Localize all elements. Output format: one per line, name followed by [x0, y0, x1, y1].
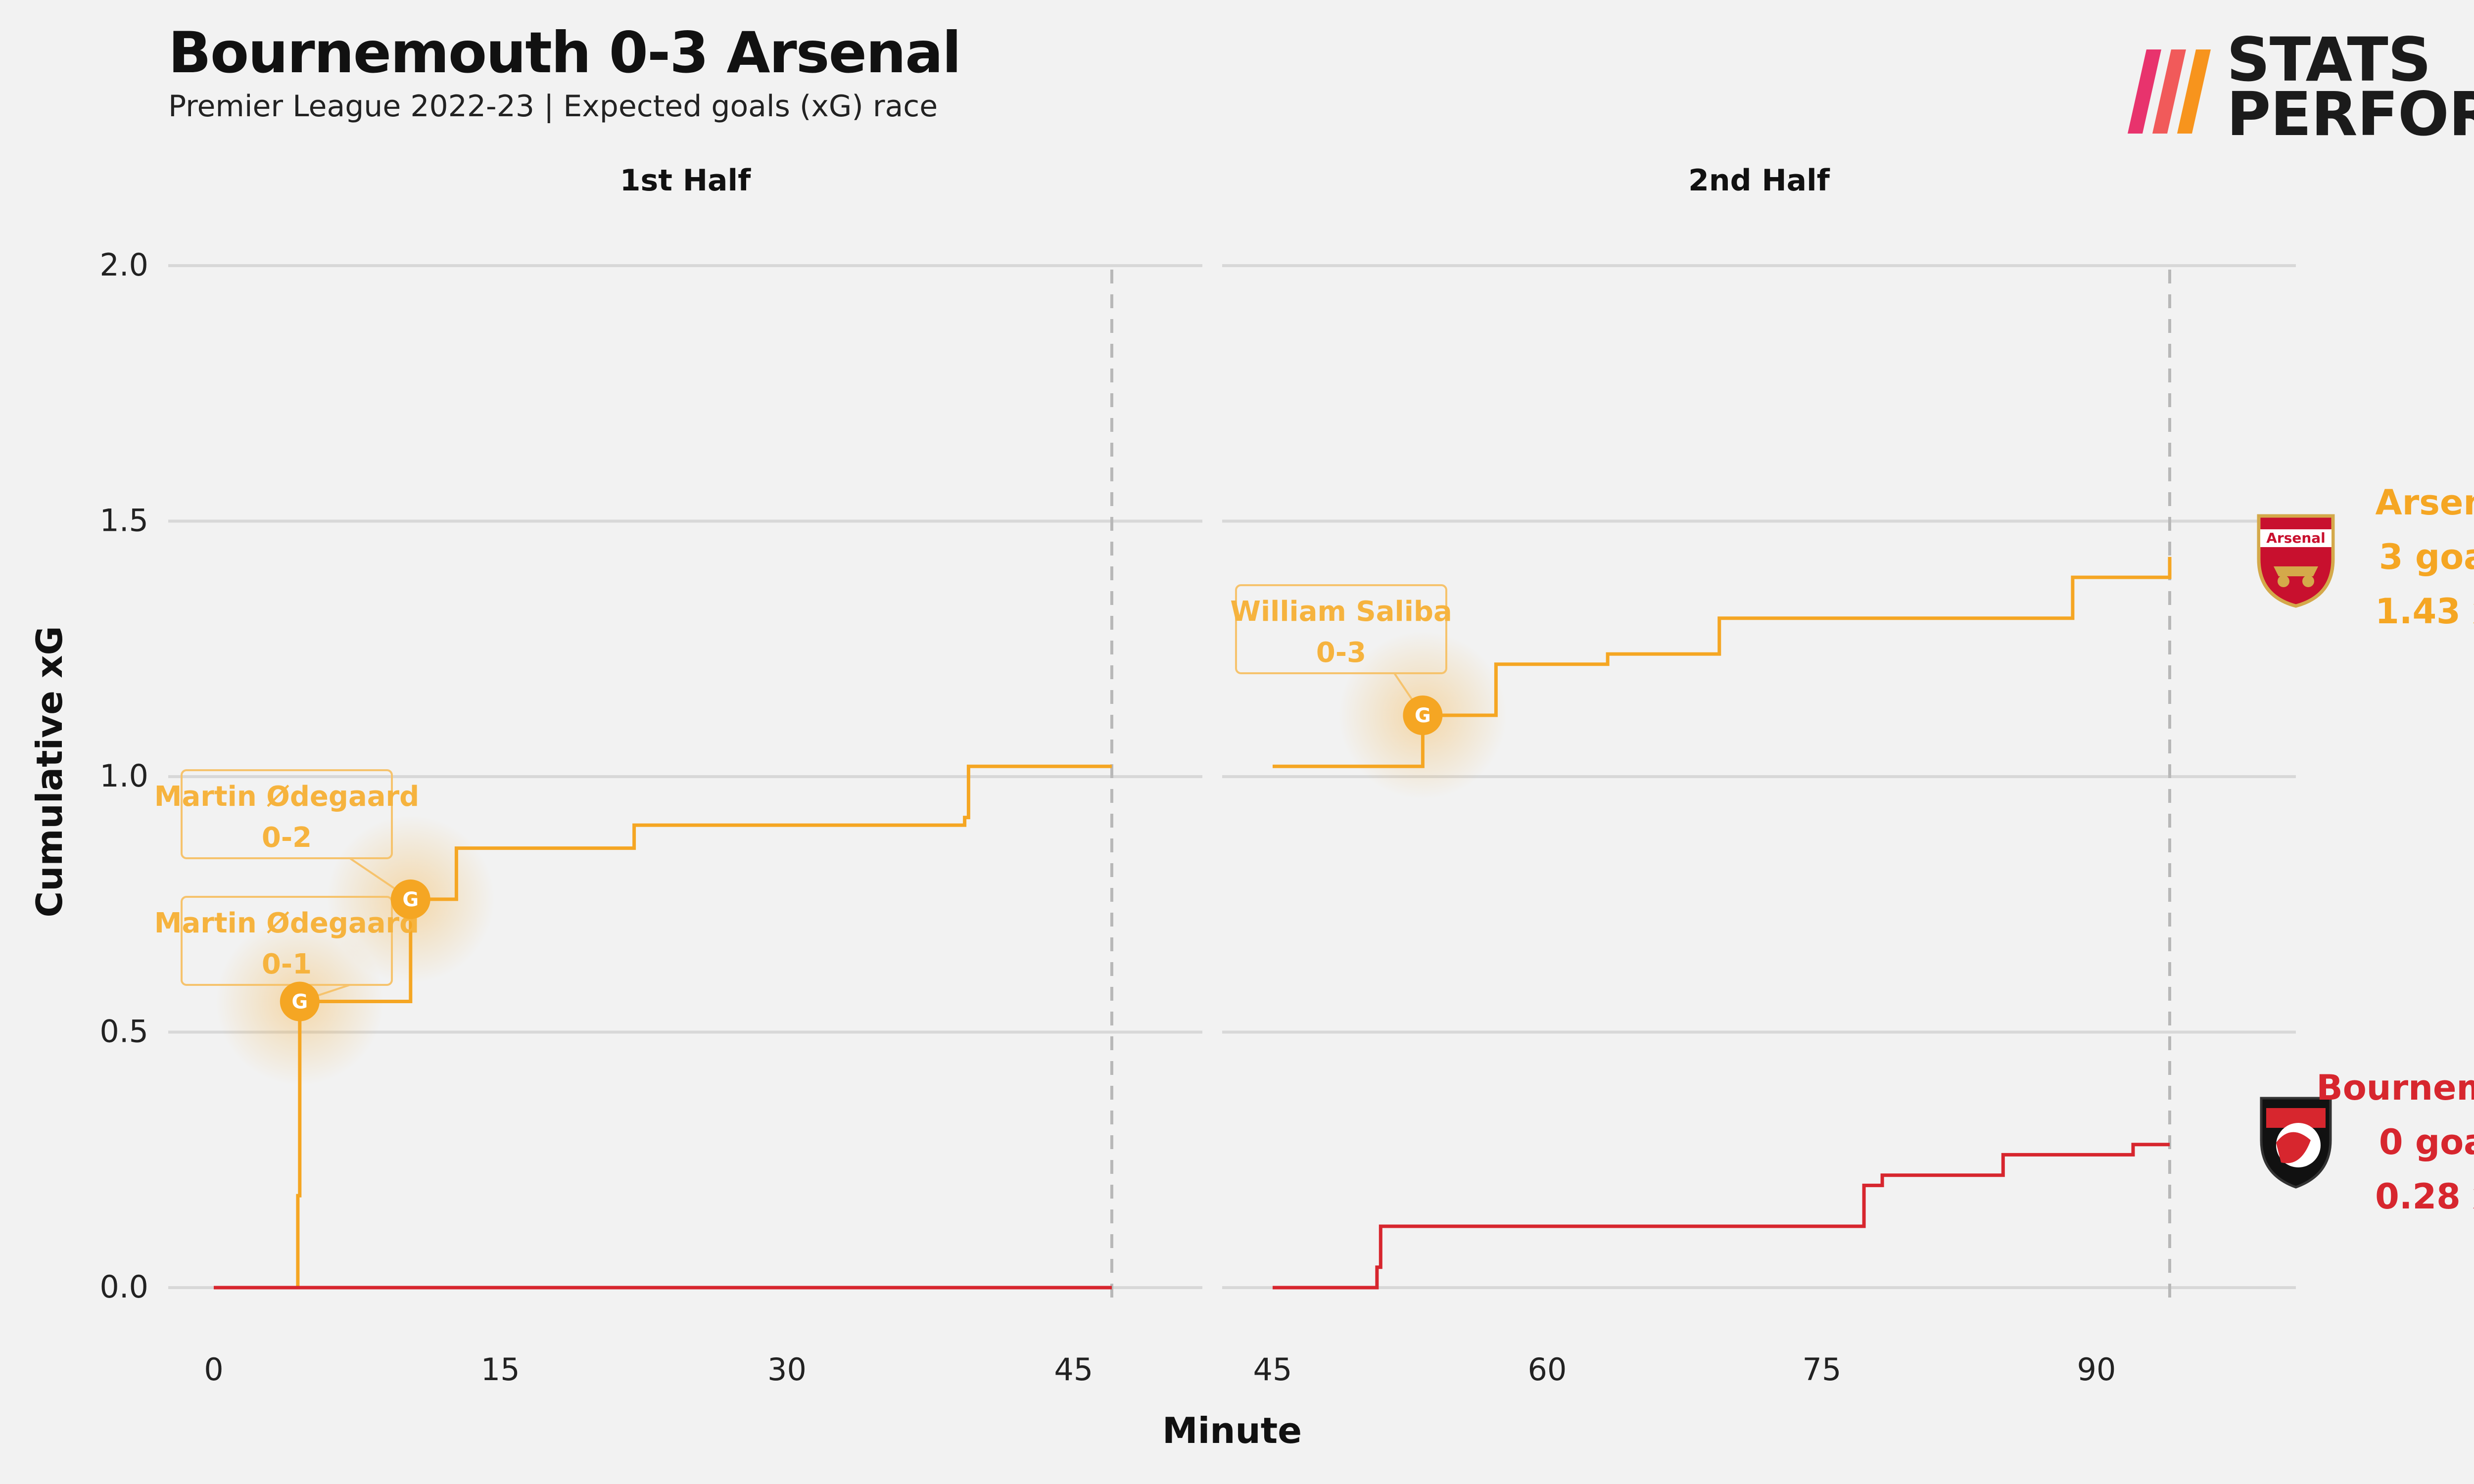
goal-marker-label: G [402, 888, 419, 911]
x-tick-label: 60 [1528, 1351, 1567, 1388]
brand-line-1: STATS [2227, 25, 2431, 95]
callout-scorer: William Saliba [1230, 596, 1452, 628]
x-tick-label: 45 [1253, 1351, 1292, 1388]
goal-marker [280, 981, 320, 1021]
end-label-xg: 1.43 xG [2375, 591, 2474, 632]
x-tick-label: 75 [1803, 1351, 1842, 1388]
brand-line-2: PERFORM [2227, 79, 2474, 149]
callout-score: 0-1 [262, 948, 312, 980]
stats-perform-logo: STATS PERFORM [2118, 25, 2474, 149]
page-title: Bournemouth 0-3 Arsenal [168, 20, 961, 86]
goal-marker-label: G [1415, 704, 1431, 727]
callout-box [181, 896, 393, 986]
arsenal-crest-banner [2260, 529, 2331, 547]
callout-scorer: Martin Ødegaard [154, 781, 420, 813]
y-tick-label: 1.5 [99, 503, 148, 539]
goal-marker [390, 879, 430, 919]
bournemouth-crest-figure [2276, 1132, 2311, 1163]
goal-marker-label: G [291, 991, 308, 1014]
callout-score: 0-3 [1316, 637, 1366, 669]
panel-title-second-half: 2nd Half [1688, 163, 1830, 198]
bournemouth-crest-icon [2260, 1097, 2332, 1189]
page-subtitle: Premier League 2022-23 | Expected goals … [168, 89, 938, 124]
y-tick-label: 0.0 [99, 1269, 148, 1305]
y-tick-label: 1.0 [99, 758, 148, 794]
end-label-xg: 0.28 xG [2375, 1176, 2474, 1217]
series-line-bournemouth [1273, 1143, 2170, 1290]
end-label-goals: 0 goals [2379, 1122, 2474, 1162]
arsenal-crest-wheel [2302, 575, 2314, 587]
end-label-goals: 3 goals [2379, 537, 2474, 577]
goal-marker [1403, 696, 1443, 736]
x-tick-label: 0 [204, 1351, 223, 1388]
y-tick-label: 2.0 [99, 247, 148, 283]
panel-title-first-half: 1st Half [619, 163, 751, 198]
x-tick-label: 90 [2077, 1351, 2116, 1388]
stats-perform-stripes-icon [2128, 49, 2211, 134]
x-tick-label: 30 [767, 1351, 807, 1388]
arsenal-crest-icon: Arsenal [2257, 514, 2335, 608]
end-label-team: Bournemouth [2316, 1067, 2474, 1108]
callout-box [181, 769, 393, 859]
x-tick-label: 45 [1054, 1351, 1093, 1388]
x-axis-title: Minute [1162, 1410, 1302, 1451]
callout-score: 0-2 [262, 822, 312, 854]
callout-box [1235, 584, 1447, 674]
arsenal-crest-wheel [2278, 575, 2289, 587]
y-tick-label: 0.5 [99, 1014, 148, 1050]
end-label-team: Arsenal [2376, 482, 2474, 523]
arsenal-crest-cannon [2274, 566, 2318, 576]
x-tick-label: 15 [481, 1351, 520, 1388]
callout-scorer: Martin Ødegaard [154, 907, 420, 939]
arsenal-crest-text: Arsenal [2266, 530, 2326, 546]
